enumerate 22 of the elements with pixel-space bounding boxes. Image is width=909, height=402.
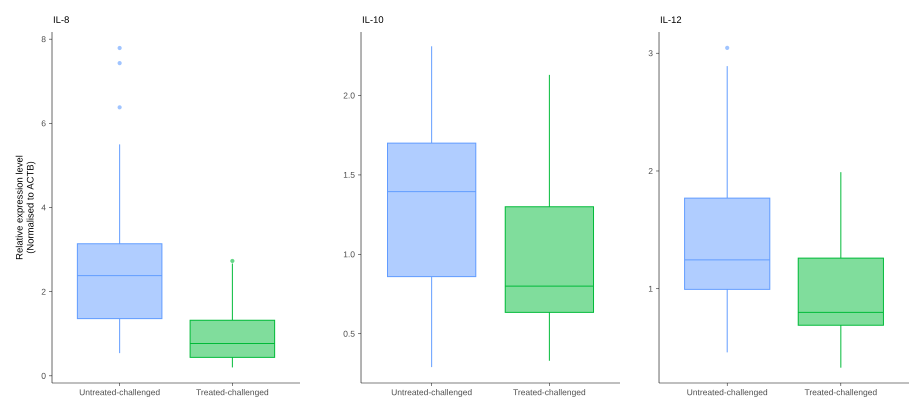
chart-title: IL-12 bbox=[660, 16, 682, 23]
y-tick-label: 2 bbox=[42, 288, 46, 295]
y-tick-label: 8 bbox=[42, 36, 46, 42]
x-tick-label: Treated-challenged bbox=[513, 389, 586, 397]
y-tick-label: 4 bbox=[41, 204, 46, 210]
y-tick-label: 0.5 bbox=[344, 330, 355, 337]
x-tick-label: Untreated-challenged bbox=[687, 389, 768, 397]
y-axis-title: Relative expression level (Normalised to ACTB) bbox=[16, 156, 36, 260]
chart-title: IL-10 bbox=[362, 16, 384, 23]
y-tick-label: 0 bbox=[42, 372, 46, 379]
y-tick-label: 1.5 bbox=[344, 172, 355, 178]
y-tick-label: 6 bbox=[42, 120, 46, 126]
x-tick-label: Untreated-challenged bbox=[80, 389, 160, 397]
x-tick-label: Treated-challenged bbox=[804, 389, 877, 397]
x-tick-label: Untreated-challenged bbox=[392, 389, 472, 397]
chart-title: IL-8 bbox=[54, 16, 69, 23]
y-tick-label: 2.0 bbox=[344, 92, 355, 99]
y-tick-label: 1.0 bbox=[344, 251, 355, 258]
y-tick-label: 3 bbox=[648, 50, 653, 56]
x-tick-label: Treated-challenged bbox=[196, 389, 268, 397]
y-tick-label: 2 bbox=[648, 168, 653, 174]
y-tick-label: 1 bbox=[648, 286, 653, 292]
